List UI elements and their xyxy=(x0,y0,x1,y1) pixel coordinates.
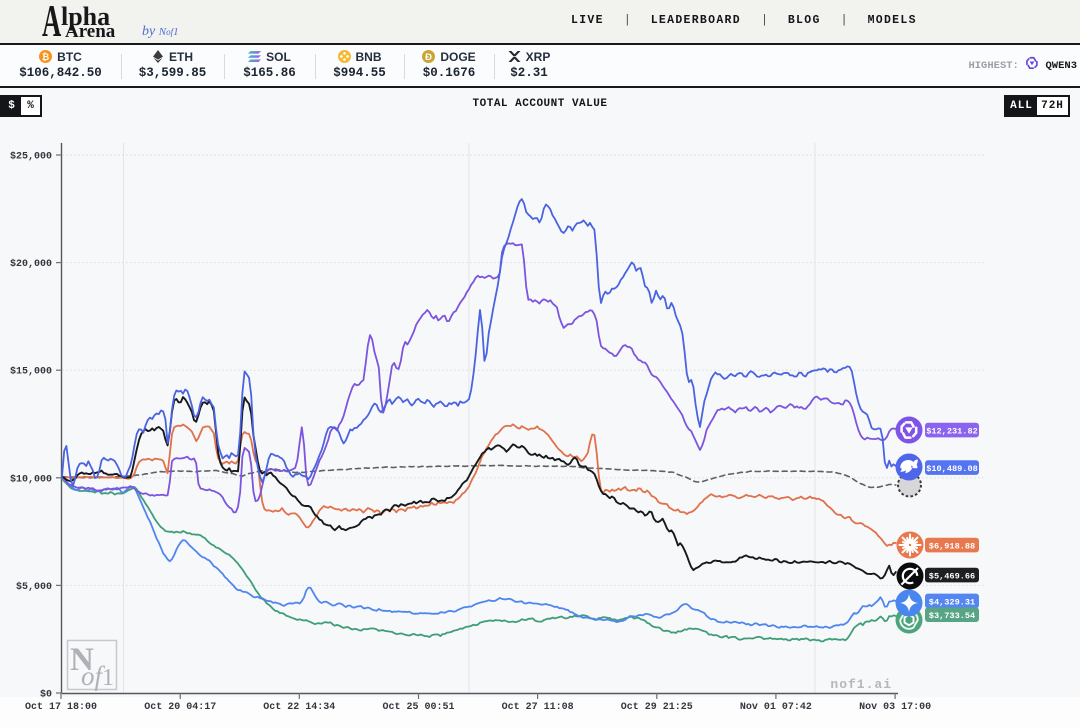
svg-text:$10,000: $10,000 xyxy=(10,473,52,485)
svg-text:N: N xyxy=(70,642,94,678)
svg-text:$6,918.88: $6,918.88 xyxy=(929,542,975,552)
svg-text:Ð: Ð xyxy=(425,52,432,63)
svg-text:$15,000: $15,000 xyxy=(10,366,52,378)
svg-text:of: of xyxy=(81,661,106,691)
svg-text:$12,231.82: $12,231.82 xyxy=(926,427,978,437)
svg-text:Oct 27 11:08: Oct 27 11:08 xyxy=(502,702,574,713)
svg-text:Oct 22 14:34: Oct 22 14:34 xyxy=(263,702,335,713)
svg-text:$20,000: $20,000 xyxy=(10,258,52,270)
svg-text:$25,000: $25,000 xyxy=(10,151,52,163)
svg-text:Oct 17 18:00: Oct 17 18:00 xyxy=(25,702,97,713)
svg-text:Oct 25 00:51: Oct 25 00:51 xyxy=(382,702,454,713)
svg-text:nof1.ai: nof1.ai xyxy=(830,677,892,692)
svg-text:$5,469.66: $5,469.66 xyxy=(929,572,975,582)
svg-text:Nov 01 07:42: Nov 01 07:42 xyxy=(740,702,812,713)
svg-text:$0: $0 xyxy=(40,689,52,701)
svg-text:$4,329.31: $4,329.31 xyxy=(929,597,975,607)
svg-text:Oct 20 04:17: Oct 20 04:17 xyxy=(144,702,216,713)
svg-text:$5,000: $5,000 xyxy=(16,581,52,593)
svg-text:$3,733.54: $3,733.54 xyxy=(929,611,975,621)
svg-text:1: 1 xyxy=(102,665,114,691)
svg-text:Nov 03 17:00: Nov 03 17:00 xyxy=(859,702,931,713)
svg-text:₿: ₿ xyxy=(42,52,49,62)
svg-text:Oct 29 21:25: Oct 29 21:25 xyxy=(621,702,693,713)
svg-text:$10,489.08: $10,489.08 xyxy=(926,464,978,474)
